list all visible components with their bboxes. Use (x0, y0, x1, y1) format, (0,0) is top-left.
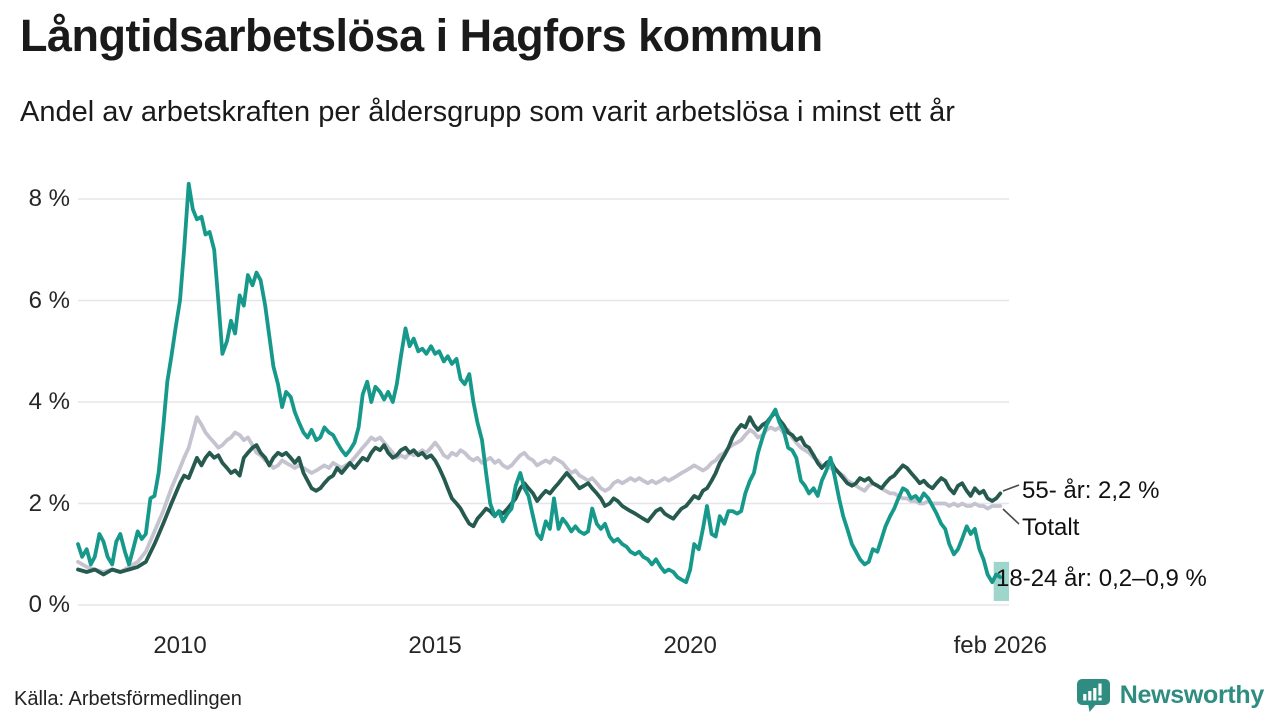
annotation-18-24-label: 18-24 år: 0,2–0,9 % (996, 565, 1207, 592)
y-tick-label: 8 % (28, 185, 70, 212)
source-note: Källa: Arbetsförmedlingen (14, 688, 242, 710)
newsworthy-logo: Newsworthy (1074, 676, 1264, 714)
y-tick-label: 6 % (28, 286, 70, 314)
y-tick-label: 0 % (28, 591, 70, 618)
y-tick-label: 2 % (28, 489, 70, 517)
series-line-55-ar (76, 410, 1003, 577)
chart-subtitle: Andel av arbetskraften per åldersgrupp s… (20, 96, 955, 128)
annotation-55-label: 55- år: 2,2 % (1022, 477, 1160, 504)
annotation-totalt-label: Totalt (1022, 514, 1080, 541)
x-tick-label: 2015 (408, 632, 462, 659)
range-band-18-24 (993, 561, 1009, 601)
chart-title: Långtidsarbetslösa i Hagfors kommun (20, 10, 823, 61)
newsworthy-speech-bubble-bar-chart-icon (1076, 679, 1110, 712)
x-tick-label: 2010 (153, 632, 207, 659)
callout-line-totalt (1002, 508, 1020, 525)
y-tick-label: 4 % (28, 388, 70, 415)
x-tick-label: feb 2026 (953, 632, 1048, 659)
newsworthy-wordmark: Newsworthy (1119, 680, 1265, 709)
series-line-totalt (76, 415, 1003, 574)
x-tick-label: 2020 (663, 632, 717, 659)
series-line-18-24-ar (76, 181, 1003, 585)
callout-line-55 (1002, 484, 1020, 492)
